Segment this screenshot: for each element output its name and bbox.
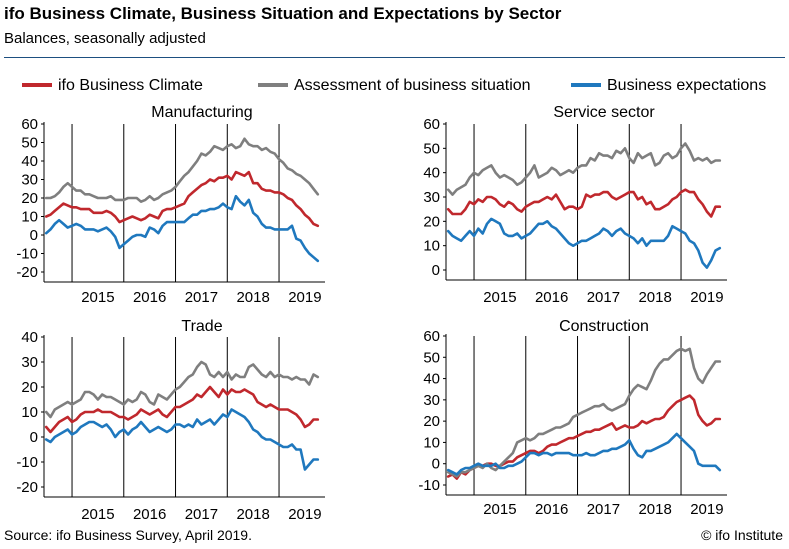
series-line-business-expectations [44, 408, 320, 471]
x-tick-label: 2019 [690, 501, 723, 518]
y-tick-label: 40 [423, 165, 440, 182]
x-tick-label: 2016 [535, 501, 568, 518]
series-line-assessment-of-business-situation [44, 360, 320, 419]
y-tick-label: 50 [423, 140, 440, 157]
y-tick-label: 30 [423, 392, 440, 409]
y-tick-label: -20 [16, 479, 38, 496]
x-tick-label: 2017 [185, 506, 218, 523]
x-tick-label: 2018 [236, 289, 269, 306]
y-tick-label: 30 [21, 354, 38, 371]
y-tick-label: 50 [21, 135, 38, 152]
panel-title: Manufacturing [151, 104, 252, 121]
y-tick-label: 20 [423, 213, 440, 230]
series-line-business-expectations [446, 432, 722, 476]
y-tick-label: 60 [423, 328, 440, 345]
series-line-assessment-of-business-situation [44, 137, 320, 203]
y-tick-label: -10 [16, 454, 38, 471]
series-line-ifo-business-climate [44, 385, 320, 434]
x-tick-label: 2016 [133, 506, 166, 523]
y-tick-label: 60 [21, 116, 38, 133]
panel-title: Construction [559, 318, 649, 335]
y-tick-label: 40 [423, 371, 440, 388]
x-tick-label: 2015 [81, 289, 114, 306]
y-tick-label: 30 [423, 189, 440, 206]
legend-label: Business expectations [607, 77, 766, 94]
series-line-business-expectations [44, 194, 320, 263]
x-tick-label: 2018 [236, 506, 269, 523]
y-tick-label: 0 [432, 262, 440, 279]
legend-label: ifo Business Climate [58, 77, 203, 94]
y-tick-label: 40 [21, 153, 38, 170]
y-tick-label: 0 [432, 456, 440, 473]
chart-title: ifo Business Climate, Business Situation… [4, 4, 562, 23]
y-tick-label: 20 [21, 190, 38, 207]
x-tick-label: 2016 [133, 289, 166, 306]
panel-construction: Construction -10 0 10 20 30 40 50 60 2015 2016 2017… [418, 318, 727, 518]
series-line-ifo-business-climate [446, 188, 722, 218]
y-tick-label: 0 [30, 227, 38, 244]
series-line-assessment-of-business-situation [446, 142, 722, 196]
x-tick-label: 2017 [587, 501, 620, 518]
panel-service-sector: Service sector 0 10 20 30 40 50 60 2015 2016 2017 2… [423, 104, 727, 306]
header-rule [4, 57, 785, 58]
x-tick-label: 2018 [638, 289, 671, 306]
x-tick-label: 2019 [690, 289, 723, 306]
y-tick-label: -20 [16, 264, 38, 281]
y-tick-label: 10 [423, 434, 440, 451]
x-tick-label: 2015 [483, 289, 516, 306]
x-tick-label: 2017 [587, 289, 620, 306]
series-line-business-expectations [446, 217, 722, 269]
series-line-ifo-business-climate [44, 170, 320, 228]
y-tick-label: 10 [21, 404, 38, 421]
x-tick-label: 2019 [288, 289, 321, 306]
source-note: Source: ifo Business Survey, April 2019. [4, 527, 252, 543]
panel-title: Service sector [553, 104, 655, 121]
y-tick-label: -10 [418, 477, 440, 494]
x-tick-label: 2017 [185, 289, 218, 306]
legend: ifo Business Climate Assessment of busine… [22, 77, 766, 94]
y-tick-label: 20 [21, 379, 38, 396]
x-tick-label: 2018 [638, 501, 671, 518]
y-tick-label: 30 [21, 172, 38, 189]
y-tick-label: 0 [30, 429, 38, 446]
y-tick-label: -10 [16, 246, 38, 263]
x-tick-label: 2019 [288, 506, 321, 523]
x-tick-label: 2015 [483, 501, 516, 518]
y-tick-label: 10 [423, 238, 440, 255]
y-tick-label: 10 [21, 209, 38, 226]
panel-trade: Trade -20 -10 0 10 20 30 40 2015 2016 2017 2018 2019 [16, 318, 325, 523]
y-tick-label: 60 [423, 116, 440, 133]
legend-label: Assessment of business situation [294, 77, 531, 94]
series-line-assessment-of-business-situation [446, 347, 722, 478]
copyright-credit: © ifo Institute [701, 527, 783, 543]
y-tick-label: 40 [21, 329, 38, 346]
y-tick-label: 20 [423, 413, 440, 430]
x-tick-label: 2015 [81, 506, 114, 523]
y-tick-label: 50 [423, 349, 440, 366]
panel-title: Trade [181, 318, 222, 335]
chart-subtitle: Balances, seasonally adjusted [4, 30, 206, 47]
x-tick-label: 2016 [535, 289, 568, 306]
